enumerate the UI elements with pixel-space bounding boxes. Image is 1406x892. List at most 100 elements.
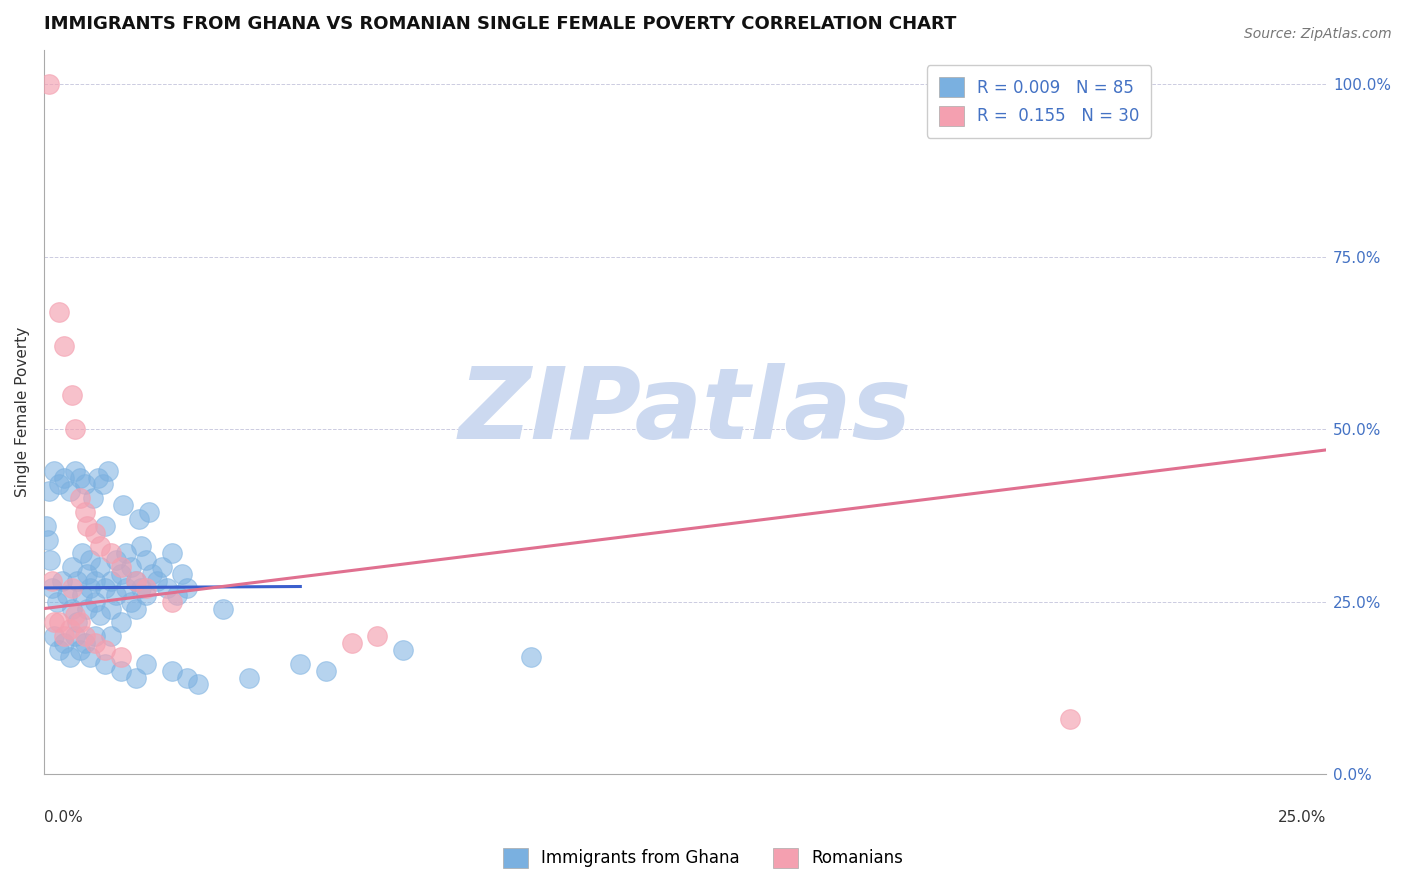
Point (76, 567, 98, 582)
Point (60, 601, 83, 615)
Point (84, 636, 107, 650)
Point (48, 305, 70, 319)
Text: 25.0%: 25.0% (1278, 810, 1326, 825)
Y-axis label: Single Female Poverty: Single Female Poverty (15, 326, 30, 497)
Point (172, 567, 194, 582)
Point (115, 546, 138, 560)
Point (94, 581, 117, 595)
Point (76, 601, 98, 615)
Point (60, 581, 83, 595)
Point (63, 629, 86, 643)
Point (160, 595, 183, 609)
Point (110, 567, 132, 582)
Point (60, 560, 83, 574)
Point (94, 518, 117, 533)
Point (89, 540, 111, 554)
Point (84, 574, 107, 588)
Point (82, 491, 104, 506)
Point (125, 601, 148, 615)
Point (120, 560, 142, 574)
Point (135, 553, 157, 567)
Point (131, 540, 153, 554)
Point (58, 649, 80, 664)
Point (69, 615, 91, 630)
Point (1059, 712, 1081, 726)
Point (115, 581, 138, 595)
Point (87, 470, 110, 484)
Point (187, 677, 209, 691)
Legend: R = 0.009   N = 85, R =  0.155   N = 30: R = 0.009 N = 85, R = 0.155 N = 30 (927, 65, 1152, 137)
Point (125, 574, 148, 588)
Point (37, 533, 59, 547)
Point (150, 560, 173, 574)
Point (72, 588, 94, 602)
Point (141, 567, 163, 582)
Point (44, 464, 66, 478)
Point (84, 525, 107, 540)
Point (131, 581, 153, 595)
Point (100, 546, 122, 560)
Point (176, 581, 198, 595)
Point (110, 664, 132, 678)
Point (91, 477, 114, 491)
Legend: Immigrants from Ghana, Romanians: Immigrants from Ghana, Romanians (496, 841, 910, 875)
Point (69, 643, 91, 657)
Point (63, 608, 86, 623)
Point (53, 629, 76, 643)
Point (73, 636, 96, 650)
Point (48, 477, 70, 491)
Point (160, 664, 183, 678)
Point (340, 636, 363, 650)
Point (38, 484, 60, 499)
Point (69, 491, 91, 506)
Point (51, 574, 73, 588)
Point (135, 657, 157, 671)
Point (138, 505, 160, 519)
Point (290, 657, 312, 671)
Point (79, 649, 101, 664)
Point (110, 560, 132, 574)
Point (63, 464, 86, 478)
Point (66, 574, 89, 588)
Point (53, 339, 76, 353)
Point (125, 574, 148, 588)
Point (135, 581, 157, 595)
Point (58, 622, 80, 636)
Point (110, 649, 132, 664)
Point (76, 518, 98, 533)
Text: Source: ZipAtlas.com: Source: ZipAtlas.com (1244, 27, 1392, 41)
Point (73, 505, 96, 519)
Point (53, 636, 76, 650)
Point (44, 615, 66, 630)
Point (35, 518, 58, 533)
Point (520, 649, 543, 664)
Point (84, 595, 107, 609)
Point (73, 477, 96, 491)
Point (128, 512, 150, 526)
Point (94, 643, 117, 657)
Text: ZIPatlas: ZIPatlas (458, 363, 911, 460)
Point (79, 553, 101, 567)
Point (48, 615, 70, 630)
Point (45, 595, 67, 609)
Point (392, 643, 415, 657)
Point (120, 595, 142, 609)
Point (79, 581, 101, 595)
Point (104, 588, 127, 602)
Text: 0.0%: 0.0% (44, 810, 83, 825)
Point (53, 470, 76, 484)
Point (176, 671, 198, 685)
Point (212, 601, 235, 615)
Point (73, 629, 96, 643)
Point (166, 588, 188, 602)
Point (72, 546, 94, 560)
Point (112, 498, 135, 512)
Point (89, 608, 111, 623)
Point (69, 470, 91, 484)
Point (41, 574, 63, 588)
Point (60, 388, 83, 402)
Point (104, 553, 127, 567)
Point (100, 601, 122, 615)
Point (135, 588, 157, 602)
Point (56, 588, 79, 602)
